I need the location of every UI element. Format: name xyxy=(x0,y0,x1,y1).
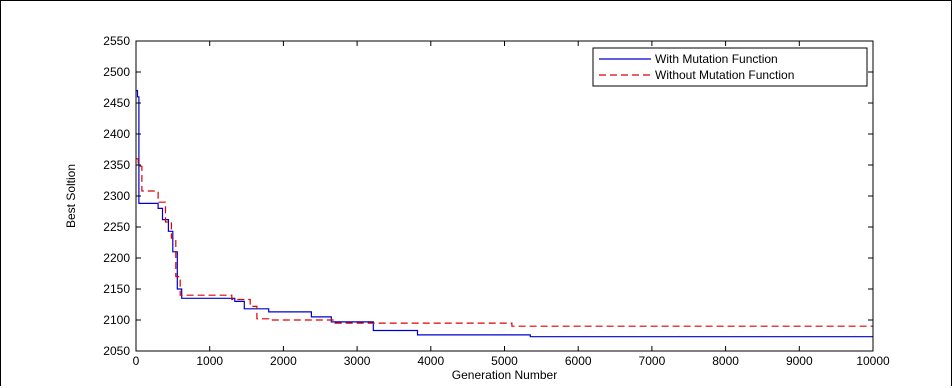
x-tick-label: 5000 xyxy=(491,354,518,368)
x-tick-label: 9000 xyxy=(786,354,813,368)
plot-area xyxy=(136,41,873,351)
y-tick-label: 2250 xyxy=(103,220,130,234)
legend: With Mutation Function Without Mutation F… xyxy=(592,47,868,87)
plot-background xyxy=(136,41,873,351)
series-line-2 xyxy=(136,158,873,327)
legend-box xyxy=(592,47,868,87)
x-tick-label: 1000 xyxy=(196,354,223,368)
y-tick-label: 2050 xyxy=(103,344,130,358)
legend-label-1: With Mutation Function xyxy=(655,52,778,66)
x-axis-label: Generation Number xyxy=(452,368,557,382)
x-tick-label: 2000 xyxy=(270,354,297,368)
y-tick-label: 2450 xyxy=(103,96,130,110)
y-tick-label: 2300 xyxy=(103,189,130,203)
y-tick-label: 2150 xyxy=(103,282,130,296)
legend-label-2: Without Mutation Function xyxy=(655,68,794,82)
y-tick-label: 2200 xyxy=(103,251,130,265)
y-tick-label: 2550 xyxy=(103,34,130,48)
x-tick-label: 6000 xyxy=(565,354,592,368)
x-tick-label: 4000 xyxy=(417,354,444,368)
y-tick-label: 2100 xyxy=(103,313,130,327)
y-tick-label: 2400 xyxy=(103,127,130,141)
x-tick-label: 7000 xyxy=(639,354,666,368)
y-axis-label: Best Soltion xyxy=(64,164,78,228)
x-tick-label: 0 xyxy=(133,354,140,368)
ticks-layer: 0 1000 2000 3000 4000 5000 6000 7000 8000 9000 100… xyxy=(103,34,890,368)
y-tick-label: 2350 xyxy=(103,158,130,172)
x-tick-label: 3000 xyxy=(344,354,371,368)
series-layer xyxy=(136,90,873,338)
y-tick-label: 2500 xyxy=(103,65,130,79)
x-tick-label: 10000 xyxy=(856,354,890,368)
x-tick-label: 8000 xyxy=(712,354,739,368)
